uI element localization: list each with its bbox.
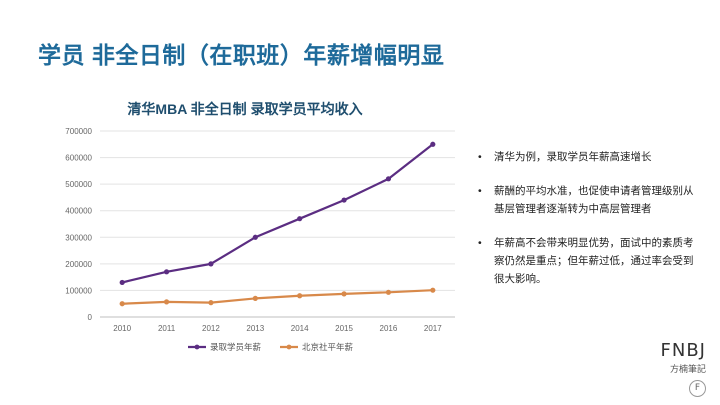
data-point bbox=[119, 279, 125, 286]
legend-label: 录取学员年薪 bbox=[210, 342, 262, 352]
legend-marker bbox=[286, 344, 292, 350]
brand-logo: FNBJ 方楠筆記 bbox=[661, 340, 706, 375]
chart-gridlines bbox=[100, 130, 455, 318]
x-tick-label: 2012 bbox=[202, 324, 220, 333]
y-tick-label: 200000 bbox=[65, 260, 92, 269]
y-tick-label: 500000 bbox=[65, 180, 92, 189]
data-point bbox=[252, 295, 258, 301]
chart-legend: 录取学员年薪 北京社平年薪 bbox=[188, 342, 354, 352]
data-point bbox=[385, 289, 392, 295]
legend-label: 北京社平年薪 bbox=[302, 342, 354, 352]
bullet-text: 薪酬的平均水准，也促使申请者管理级别从基层管理者逐渐转为中高层管理者 bbox=[494, 185, 694, 215]
bullet-marker: • bbox=[478, 185, 482, 197]
series-1 bbox=[119, 141, 436, 286]
legend-marker bbox=[194, 344, 200, 350]
bullet-item: • 清华为例，录取学员年薪高速增长 bbox=[478, 148, 696, 166]
bullet-marker: • bbox=[478, 151, 482, 163]
bullet-text: 清华为例，录取学员年薪高速增长 bbox=[494, 151, 652, 163]
logo-text: FNBJ bbox=[660, 340, 706, 361]
data-point bbox=[341, 197, 347, 203]
data-point bbox=[252, 234, 258, 240]
slide-title: 学员 非全日制（在职班）年薪增幅明显 bbox=[38, 42, 445, 68]
bullet-item: • 薪酬的平均水准，也促使申请者管理级别从基层管理者逐渐转为中高层管理者 bbox=[478, 182, 696, 218]
data-point bbox=[385, 176, 392, 182]
x-tick-label: 2014 bbox=[291, 324, 309, 333]
data-point bbox=[208, 300, 214, 306]
x-tick-label: 2010 bbox=[113, 324, 131, 333]
series-line bbox=[122, 289, 433, 305]
series-2 bbox=[119, 287, 436, 307]
y-tick-label: 100000 bbox=[65, 286, 92, 295]
data-point bbox=[163, 269, 170, 275]
data-point bbox=[208, 261, 214, 267]
bullet-text: 年薪高不会带来明显优势，面试中的素质考察仍然是重点；但年薪过低，通过率会受到很大… bbox=[494, 237, 694, 285]
badge-icon: F bbox=[689, 380, 706, 397]
data-point bbox=[430, 287, 436, 293]
bullet-list: • 清华为例，录取学员年薪高速增长 • 薪酬的平均水准，也促使申请者管理级别从基层管… bbox=[478, 148, 696, 304]
data-point bbox=[297, 216, 303, 222]
y-tick-label: 600000 bbox=[65, 154, 92, 163]
y-tick-label: 400000 bbox=[65, 207, 92, 216]
y-tick-label: 300000 bbox=[65, 233, 92, 242]
chart-series bbox=[119, 141, 436, 307]
data-point bbox=[297, 293, 303, 299]
x-tick-label: 2015 bbox=[335, 324, 353, 333]
legend-item: 录取学员年薪 bbox=[188, 342, 262, 352]
x-axis-ticks: 2010 2011 2012 2013 2014 2015 2016 2017 bbox=[113, 324, 442, 333]
y-axis-ticks: 0 100000 200000 300000 400000 500000 600000 700… bbox=[65, 127, 92, 322]
bullet-item: • 年薪高不会带来明显优势，面试中的素质考察仍然是重点；但年薪过低，通过率会受到很… bbox=[478, 234, 696, 288]
series-line bbox=[121, 143, 434, 284]
x-tick-label: 2016 bbox=[380, 324, 398, 333]
data-point bbox=[341, 291, 347, 297]
data-point bbox=[119, 301, 125, 307]
bullet-marker: • bbox=[478, 237, 482, 249]
y-tick-label: 0 bbox=[88, 313, 93, 322]
logo-subtext: 方楠筆記 bbox=[669, 364, 706, 374]
chart-title: 清华MBA 非全日制 录取学员平均收入 bbox=[127, 101, 362, 117]
y-tick-label: 700000 bbox=[65, 127, 92, 136]
data-point bbox=[163, 299, 170, 305]
x-tick-label: 2013 bbox=[246, 324, 264, 333]
legend-item: 北京社平年薪 bbox=[280, 342, 354, 352]
data-point bbox=[430, 141, 436, 147]
x-tick-label: 2017 bbox=[424, 324, 442, 333]
x-tick-label: 2011 bbox=[158, 324, 176, 333]
